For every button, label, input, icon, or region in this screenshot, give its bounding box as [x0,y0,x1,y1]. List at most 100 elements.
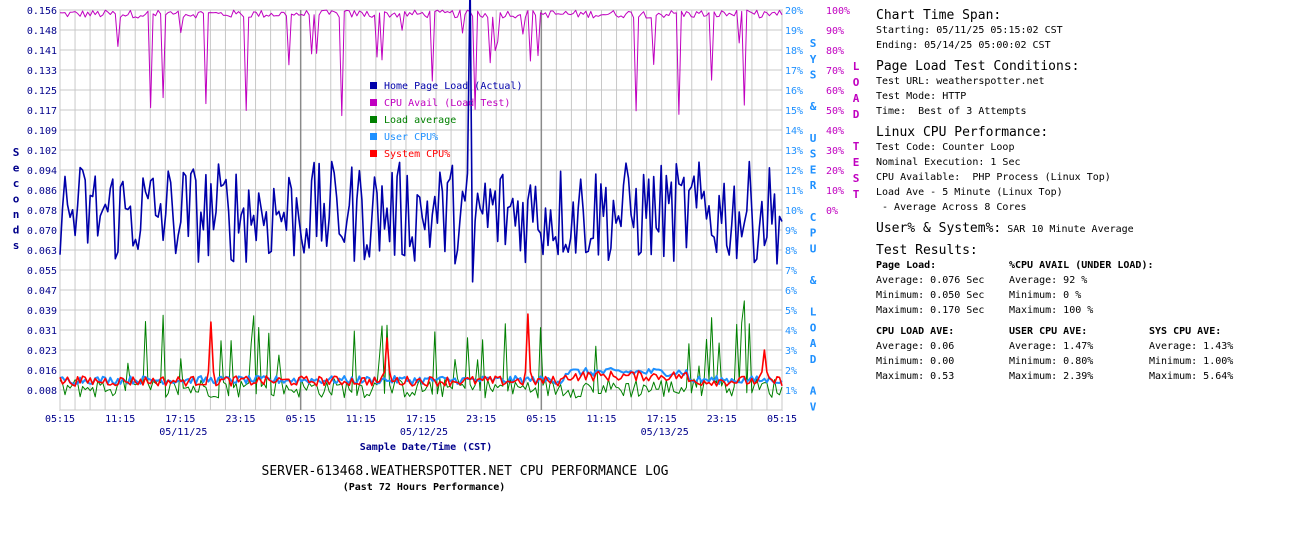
legend: Home Page Load (Actual) CPU Avail (Load T… [370,81,522,160]
x-tick-label: 05:15 [286,414,316,425]
linux-load: Load Ave - 5 Minute (Linux Top) [876,187,1063,198]
series-load-average-line [59,300,783,399]
y-right-load-tick-label: 60% [826,86,844,97]
y-right-load-tick-label: 40% [826,126,844,137]
info-panel: Chart Time Span: Starting: 05/11/25 05:1… [876,8,1286,384]
results-row-2: CPU LOAD AVE: Average: 0.06 Minimum: 0.0… [876,324,1286,384]
y-right-cpu-tick-label: 17% [785,66,803,77]
y-right-load-tick-label: 70% [826,66,844,77]
linux-avail: CPU Available: PHP Process (Linux Top) [876,172,1111,183]
y-left-tick-label: 0.078 [27,206,57,217]
cond-mode: Test Mode: HTTP [876,91,967,102]
usersys-desc: SAR 10 Minute Average [1007,224,1134,235]
y-right-cpu-tick-label: 10% [785,206,803,217]
x-date-label: 05/13/25 [641,427,689,438]
y-left-tick-label: 0.094 [27,166,57,177]
cond-title: Page Load Test Conditions: [876,59,1080,74]
y-right-load-ticks: 100% 90% 80% 70% 60% 50% 40% 30% 20% 10% 0% [826,6,850,217]
series-lines [59,0,783,399]
y-left-tick-label: 0.125 [27,86,57,97]
legend-entry-label: Home Page Load (Actual) [384,81,522,92]
cpu-load-head: CPU LOAD AVE: [876,326,955,337]
cpu-avail-avg: Average: 92 % [1009,275,1088,286]
page-load-avg: Average: 0.076 Sec [876,275,985,286]
y-left-tick-label: 0.063 [27,246,57,257]
y-right-load-tick-label: 30% [826,146,844,157]
chart-title: SERVER-613468.WEATHERSPOTTER.NET CPU PER… [262,464,669,479]
y-left-tick-label: 0.156 [27,6,57,17]
user-cpu-head: USER CPU AVE: [1009,326,1088,337]
y-right-cpu-tick-label: 3% [785,346,797,357]
x-axis-ticks: 05:15 11:15 17:15 23:15 05:15 11:15 17:15 23:15… [45,414,797,438]
legend-swatch [370,82,377,89]
y-left-tick-label: 0.148 [27,26,57,37]
user-cpu-avg: Average: 1.47% [1009,341,1094,352]
sys-cpu-max: Maximum: 5.64% [1149,371,1234,382]
x-date-label: 05/11/25 [159,427,207,438]
y-left-tick-label: 0.016 [27,366,57,377]
y-left-tick-label: 0.039 [27,306,57,317]
sys-cpu-avg: Average: 1.43% [1149,341,1234,352]
y-right-load-tick-label: 20% [826,166,844,177]
sys-cpu-head: SYS CPU AVE: [1149,326,1222,337]
y-right-cpu-tick-label: 12% [785,166,803,177]
x-tick-label: 17:15 [647,414,677,425]
usersys-title: User% & System%: [876,221,1002,236]
legend-entry-label: CPU Avail (Load Test) [384,98,510,109]
y-right-load-tick-label: 50% [826,106,844,117]
y-right-cpu-tick-label: 13% [785,146,803,157]
chart-subtitle: (Past 72 Hours Performance) [343,482,506,493]
span-title: Chart Time Span: [876,8,1002,23]
user-cpu-min: Minimum: 0.80% [1009,356,1094,367]
cond-time: Time: Best of 3 Attempts [876,106,1027,117]
series-cpu-avail-line [59,9,783,117]
y-left-tick-label: 0.117 [27,106,57,117]
y-right-load-tick-label: 90% [826,26,844,37]
y-left-tick-label: 0.055 [27,266,57,277]
page-load-head: Page Load: [876,260,937,271]
legend-swatch [370,99,377,106]
y-left-tick-label: 0.031 [27,326,57,337]
legend-entry-label: Load average [384,115,456,126]
cpu-avail-min: Minimum: 0 % [1009,290,1082,301]
x-date-label: 05/12/25 [400,427,448,438]
x-tick-label: 05:15 [45,414,75,425]
cpu-load-avg: Average: 0.06 [876,341,955,352]
x-tick-label: 17:15 [165,414,195,425]
y-right-cpu-tick-label: 7% [785,266,797,277]
x-axis-label: Sample Date/Time (CST) [360,441,492,453]
y-left-tick-label: 0.109 [27,126,57,137]
x-tick-label: 11:15 [105,414,135,425]
cond-url: Test URL: weatherspotter.net [876,76,1045,87]
legend-swatch [370,116,377,123]
linux-title: Linux CPU Performance: [876,125,1049,140]
series-system-cpu-line [59,313,783,387]
y-left-tick-label: 0.133 [27,66,57,77]
y-right-cpu-tick-label: 8% [785,246,797,257]
y-right-cpu-tick-label: 4% [785,326,797,337]
series-home-page-load-line [59,0,783,283]
cpu-load-max: Maximum: 0.53 [876,371,955,382]
y-right-load-tick-label: 0% [826,206,838,217]
y-left-tick-label: 0.008 [27,386,57,397]
x-tick-label: 17:15 [406,414,436,425]
y-right-cpu-tick-label: 15% [785,106,803,117]
x-tick-label: 23:15 [225,414,255,425]
y-left-tick-label: 0.070 [27,226,57,237]
y-right-cpu-tick-label: 2% [785,366,797,377]
x-tick-label: 11:15 [586,414,616,425]
y-right-load-tick-label: 100% [826,6,850,17]
results-title: Test Results: [876,243,978,258]
x-tick-label: 05:15 [767,414,797,425]
x-tick-label: 11:15 [346,414,376,425]
page-load-min: Minimum: 0.050 Sec [876,290,985,301]
linux-code: Test Code: Counter Loop [876,142,1015,153]
y-left-tick-label: 0.047 [27,286,57,297]
results-row-1: Page Load: Average: 0.076 Sec Minimum: 0… [876,258,1286,318]
y-right-cpu-tick-label: 16% [785,86,803,97]
cpu-performance-chart: 0.156 0.148 0.141 0.133 0.125 0.117 0.109 0.102… [13,0,860,493]
